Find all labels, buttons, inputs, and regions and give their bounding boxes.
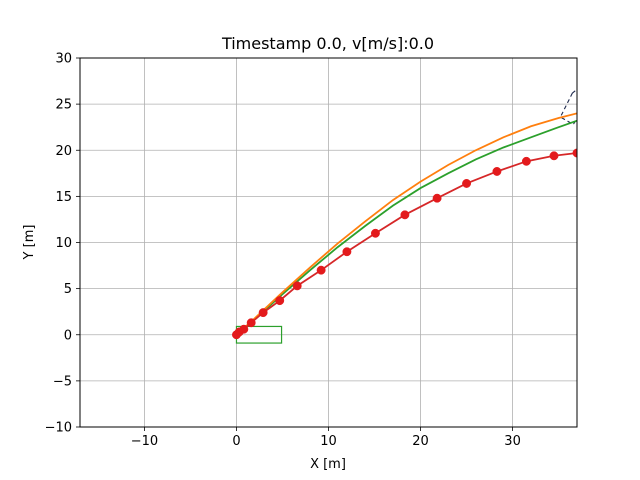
data-point xyxy=(246,318,256,328)
chart-title: Timestamp 0.0, v[m/s]:0.0 xyxy=(221,34,434,53)
x-tick-label: 10 xyxy=(320,434,337,449)
data-point xyxy=(521,156,531,166)
series-line-green-line xyxy=(235,119,577,336)
data-point xyxy=(370,228,380,238)
axis-ticks: −10 0 10 20 30 −10 −5 0 5 10 15 20 25 30 xyxy=(45,52,521,450)
x-axis-label: X [m] xyxy=(310,457,346,472)
y-tick-label: 20 xyxy=(55,144,72,159)
y-tick-label: 25 xyxy=(55,98,72,113)
data-point xyxy=(462,179,472,188)
x-tick-label: 20 xyxy=(412,434,429,449)
gridlines xyxy=(80,57,577,428)
y-tick-label: −10 xyxy=(45,421,72,436)
y-axis-label: Y [m] xyxy=(22,225,37,261)
x-tick-label: −10 xyxy=(131,434,158,449)
series-line-orange-line xyxy=(235,112,577,336)
data-point xyxy=(492,167,502,176)
plot-area xyxy=(232,88,577,344)
data-point xyxy=(400,210,410,220)
dashed-outline xyxy=(559,88,577,126)
series-line-red-line-markers xyxy=(235,152,577,336)
y-tick-label: 10 xyxy=(55,236,72,251)
data-point xyxy=(549,151,559,161)
y-tick-label: 0 xyxy=(64,328,72,343)
y-tick-label: 5 xyxy=(64,282,72,297)
y-tick-label: 30 xyxy=(55,52,72,67)
data-point xyxy=(239,324,249,334)
x-tick-label: 0 xyxy=(232,434,240,449)
data-point xyxy=(258,308,268,318)
data-point xyxy=(275,296,285,306)
y-tick-label: −5 xyxy=(53,374,72,389)
y-tick-label: 15 xyxy=(55,190,72,205)
x-tick-label: 30 xyxy=(504,434,521,449)
data-point xyxy=(292,281,302,291)
data-point xyxy=(342,247,352,257)
data-point xyxy=(316,265,326,275)
data-point xyxy=(432,193,442,203)
